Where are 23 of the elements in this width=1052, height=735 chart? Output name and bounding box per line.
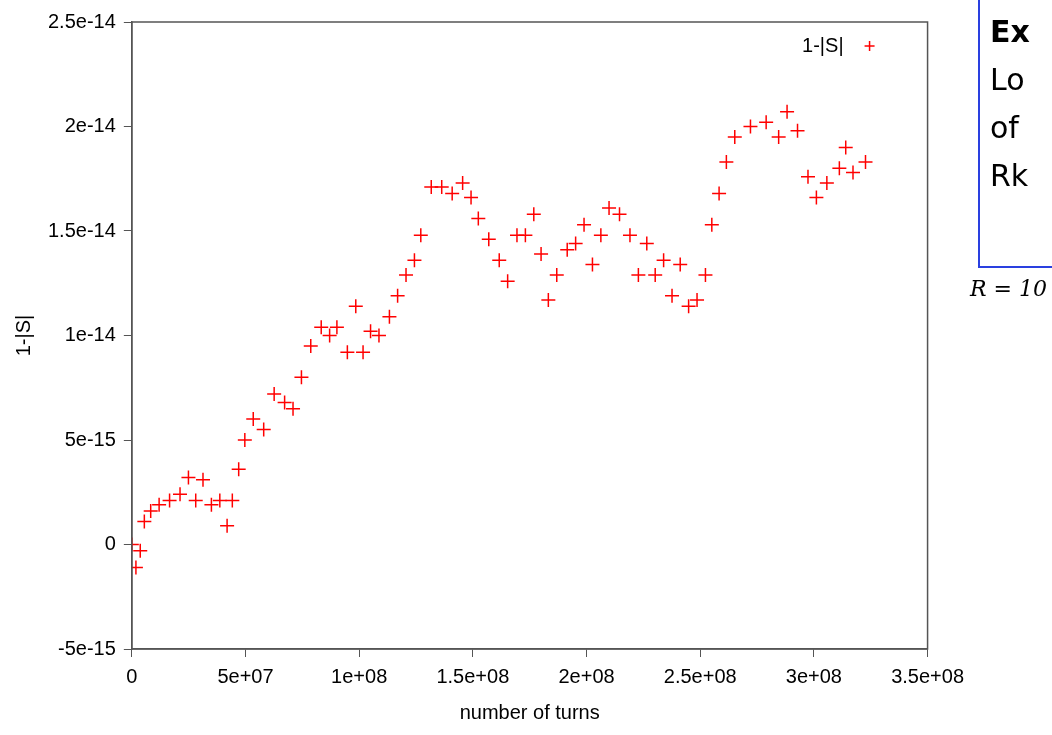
text: of — [990, 109, 1021, 147]
y-tick-label: 1.5e-14 — [47, 218, 116, 241]
x-tick-label: 0 — [126, 664, 138, 687]
text: Ex — [990, 13, 1031, 51]
text: R = 10 — [970, 276, 1047, 301]
y-axis-title: 1-|S| — [11, 314, 34, 357]
x-tick-label: 2.5e+08 — [663, 664, 737, 687]
y-tick-label: 5e-15 — [64, 427, 116, 450]
x-tick-label: 3e+08 — [785, 664, 842, 687]
y-tick-label: 2.5e-14 — [47, 9, 116, 32]
x-tick-label: 2e+08 — [558, 664, 615, 687]
text: Lo — [990, 61, 1026, 99]
y-tick-label: 0 — [104, 532, 116, 555]
text: Rk — [990, 157, 1030, 195]
y-tick-label: -5e-15 — [58, 636, 116, 659]
x-tick-label: 1e+08 — [331, 664, 388, 687]
x-tick-label: 1.5e+08 — [436, 664, 510, 687]
y-tick-label: 2e-14 — [64, 114, 116, 137]
x-tick-label: 3.5e+08 — [891, 664, 964, 687]
y-tick-label: 1e-14 — [64, 323, 116, 346]
legend-label: 1-|S| — [802, 33, 844, 56]
x-axis-title: number of turns — [459, 700, 600, 723]
x-tick-label: 5e+07 — [217, 664, 274, 687]
